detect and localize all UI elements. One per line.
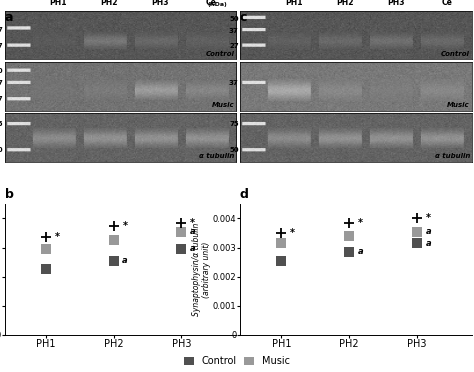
Text: *: * (426, 214, 431, 224)
Text: PH2: PH2 (100, 0, 118, 7)
Text: 37: 37 (229, 80, 239, 86)
Point (42, 246, 49, 252)
Text: Control: Control (441, 51, 470, 57)
Text: 27: 27 (0, 43, 3, 49)
Text: 27: 27 (0, 96, 3, 102)
Point (42, 266, 49, 272)
Text: *: * (55, 232, 59, 242)
Point (109, 223, 117, 229)
Text: 75: 75 (0, 122, 3, 128)
Text: a: a (122, 256, 128, 265)
Text: b: b (5, 188, 14, 201)
Text: 37: 37 (0, 80, 3, 86)
Text: *: * (122, 221, 128, 231)
Point (109, 258, 117, 264)
Text: α tubulin: α tubulin (199, 153, 234, 159)
Text: Music: Music (447, 102, 470, 108)
Text: PH3: PH3 (151, 0, 169, 7)
Text: *: * (358, 218, 363, 228)
Text: 50: 50 (229, 16, 239, 22)
Text: 50: 50 (0, 147, 3, 153)
Point (413, 215, 421, 221)
Point (413, 240, 421, 246)
Point (346, 233, 353, 239)
Text: a: a (426, 239, 432, 248)
Text: Ce: Ce (441, 0, 452, 7)
Text: *: * (191, 218, 195, 228)
Text: Music: Music (211, 102, 234, 108)
Text: 50: 50 (0, 68, 3, 74)
Text: a: a (5, 11, 13, 24)
Point (178, 228, 185, 234)
Point (413, 228, 421, 234)
Y-axis label: Synaptophysin/α tubulin
(arbitrary unit): Synaptophysin/α tubulin (arbitrary unit) (192, 223, 211, 316)
Text: 37: 37 (229, 28, 239, 34)
Text: d: d (239, 188, 248, 201)
Point (109, 237, 117, 243)
Point (178, 246, 185, 252)
Text: a: a (191, 244, 196, 253)
Point (277, 258, 285, 264)
Text: *: * (290, 228, 295, 238)
Point (277, 240, 285, 246)
Text: MW
(KDa): MW (KDa) (208, 0, 227, 7)
Text: PH1: PH1 (50, 0, 67, 7)
Text: Control: Control (205, 51, 234, 57)
Text: c: c (239, 11, 247, 24)
Text: a: a (191, 227, 196, 236)
Text: 50: 50 (229, 147, 239, 153)
Point (42, 234, 49, 240)
Text: 27: 27 (229, 43, 239, 49)
Legend: Control, Music: Control, Music (183, 355, 291, 367)
Text: 75: 75 (229, 122, 239, 128)
Point (178, 220, 185, 226)
Text: a: a (358, 247, 364, 256)
Text: α tubulin: α tubulin (435, 153, 470, 159)
Point (346, 220, 353, 226)
Text: PH2: PH2 (337, 0, 354, 7)
Text: PH1: PH1 (285, 0, 303, 7)
Point (277, 230, 285, 236)
Text: 37: 37 (0, 27, 3, 33)
Text: PH3: PH3 (387, 0, 405, 7)
Text: a: a (426, 227, 432, 236)
Text: Ce: Ce (206, 0, 217, 7)
Point (346, 249, 353, 255)
